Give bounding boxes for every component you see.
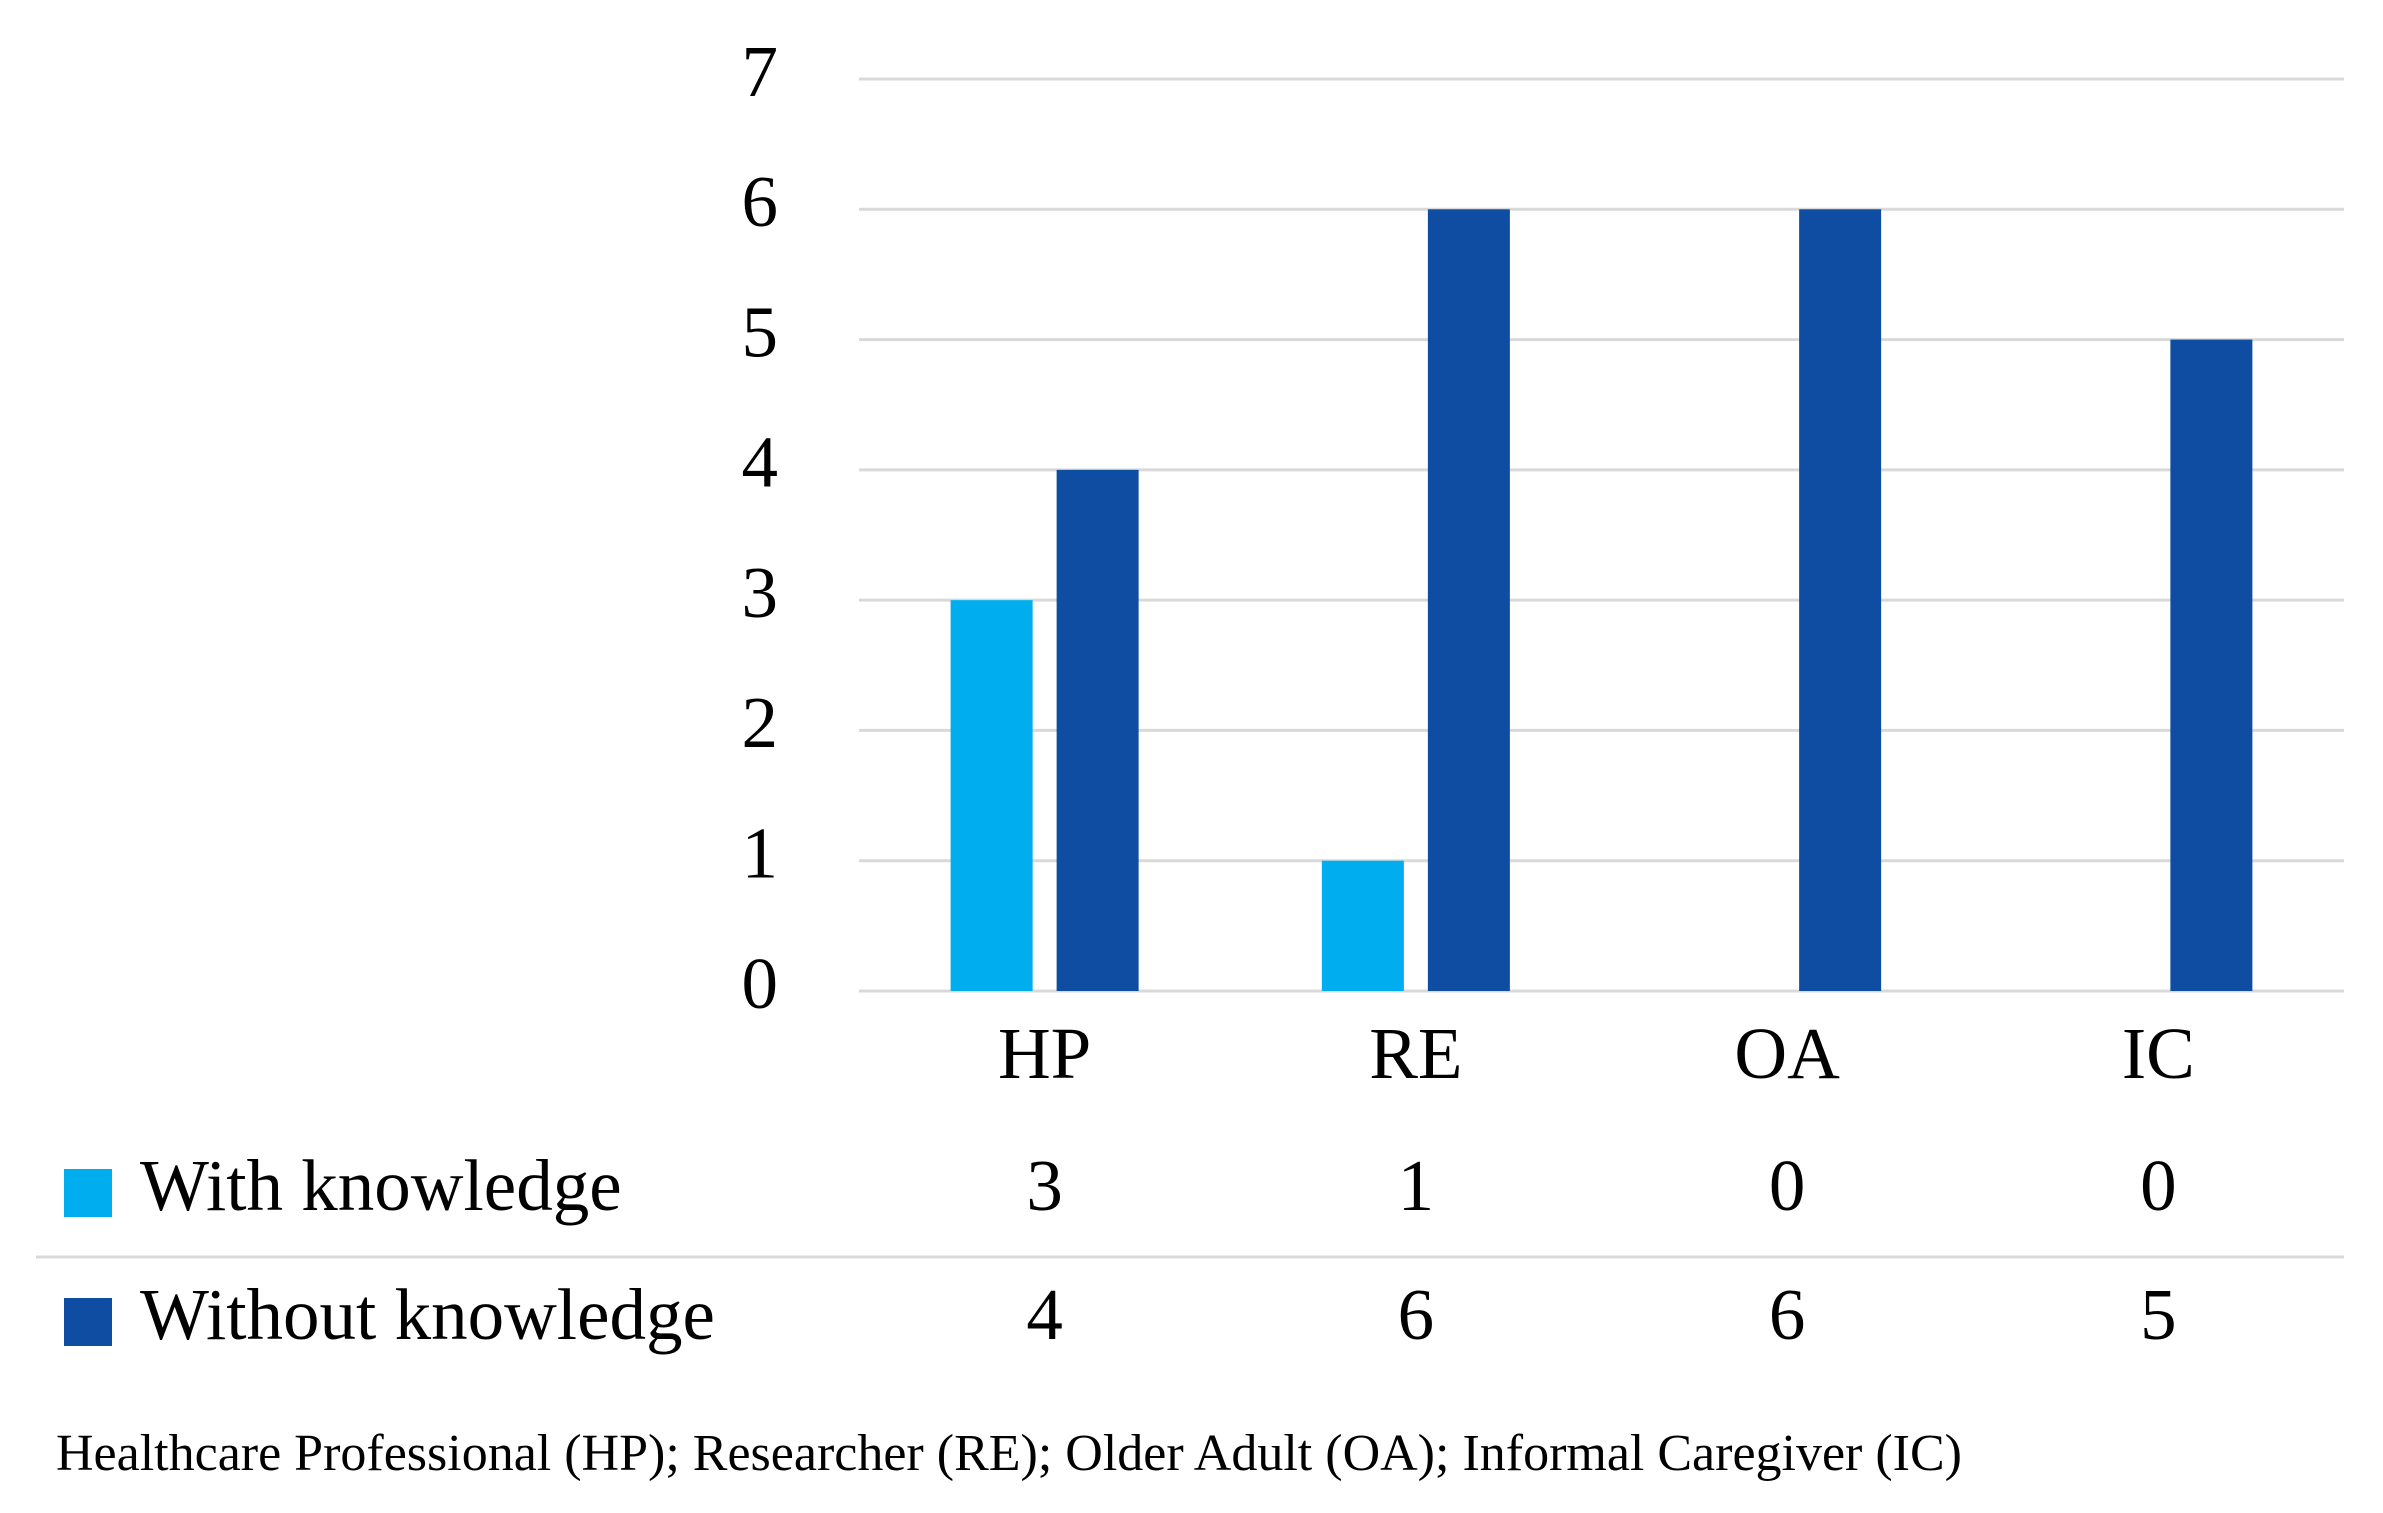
bar (1427, 209, 1510, 992)
table-value: 0 (1769, 1145, 1806, 1226)
y-tick-label: 3 (742, 552, 779, 633)
x-tick-label: IC (2122, 1013, 2195, 1094)
legend-label: Without knowledge (140, 1274, 715, 1355)
y-tick-label: 1 (742, 812, 779, 893)
bar (1799, 209, 1882, 992)
footnote: Healthcare Professional (HP); Researcher… (56, 1425, 1962, 1482)
y-tick-label: 2 (742, 682, 779, 763)
y-tick-label: 0 (742, 943, 779, 1024)
table-value: 6 (1769, 1274, 1806, 1355)
legend-swatch (64, 1298, 112, 1346)
x-tick-label: RE (1369, 1013, 1462, 1094)
x-tick-label: HP (998, 1013, 1091, 1094)
table-value: 6 (1398, 1274, 1435, 1355)
bar (950, 600, 1033, 991)
table-value: 5 (2140, 1274, 2177, 1355)
bar (2170, 339, 2253, 992)
table-value: 1 (1398, 1145, 1435, 1226)
table-value: 3 (1026, 1145, 1063, 1226)
bar (1056, 469, 1139, 991)
y-tick-label: 7 (742, 31, 779, 112)
bar (1321, 860, 1404, 991)
y-tick-label: 5 (742, 291, 779, 372)
legend-swatch (64, 1169, 112, 1217)
y-tick-label: 6 (742, 161, 779, 242)
table-value: 4 (1026, 1274, 1063, 1355)
legend-label: With knowledge (140, 1145, 622, 1226)
y-tick-label: 4 (742, 422, 779, 503)
table-value: 0 (2140, 1145, 2177, 1226)
x-tick-label: OA (1734, 1013, 1840, 1094)
